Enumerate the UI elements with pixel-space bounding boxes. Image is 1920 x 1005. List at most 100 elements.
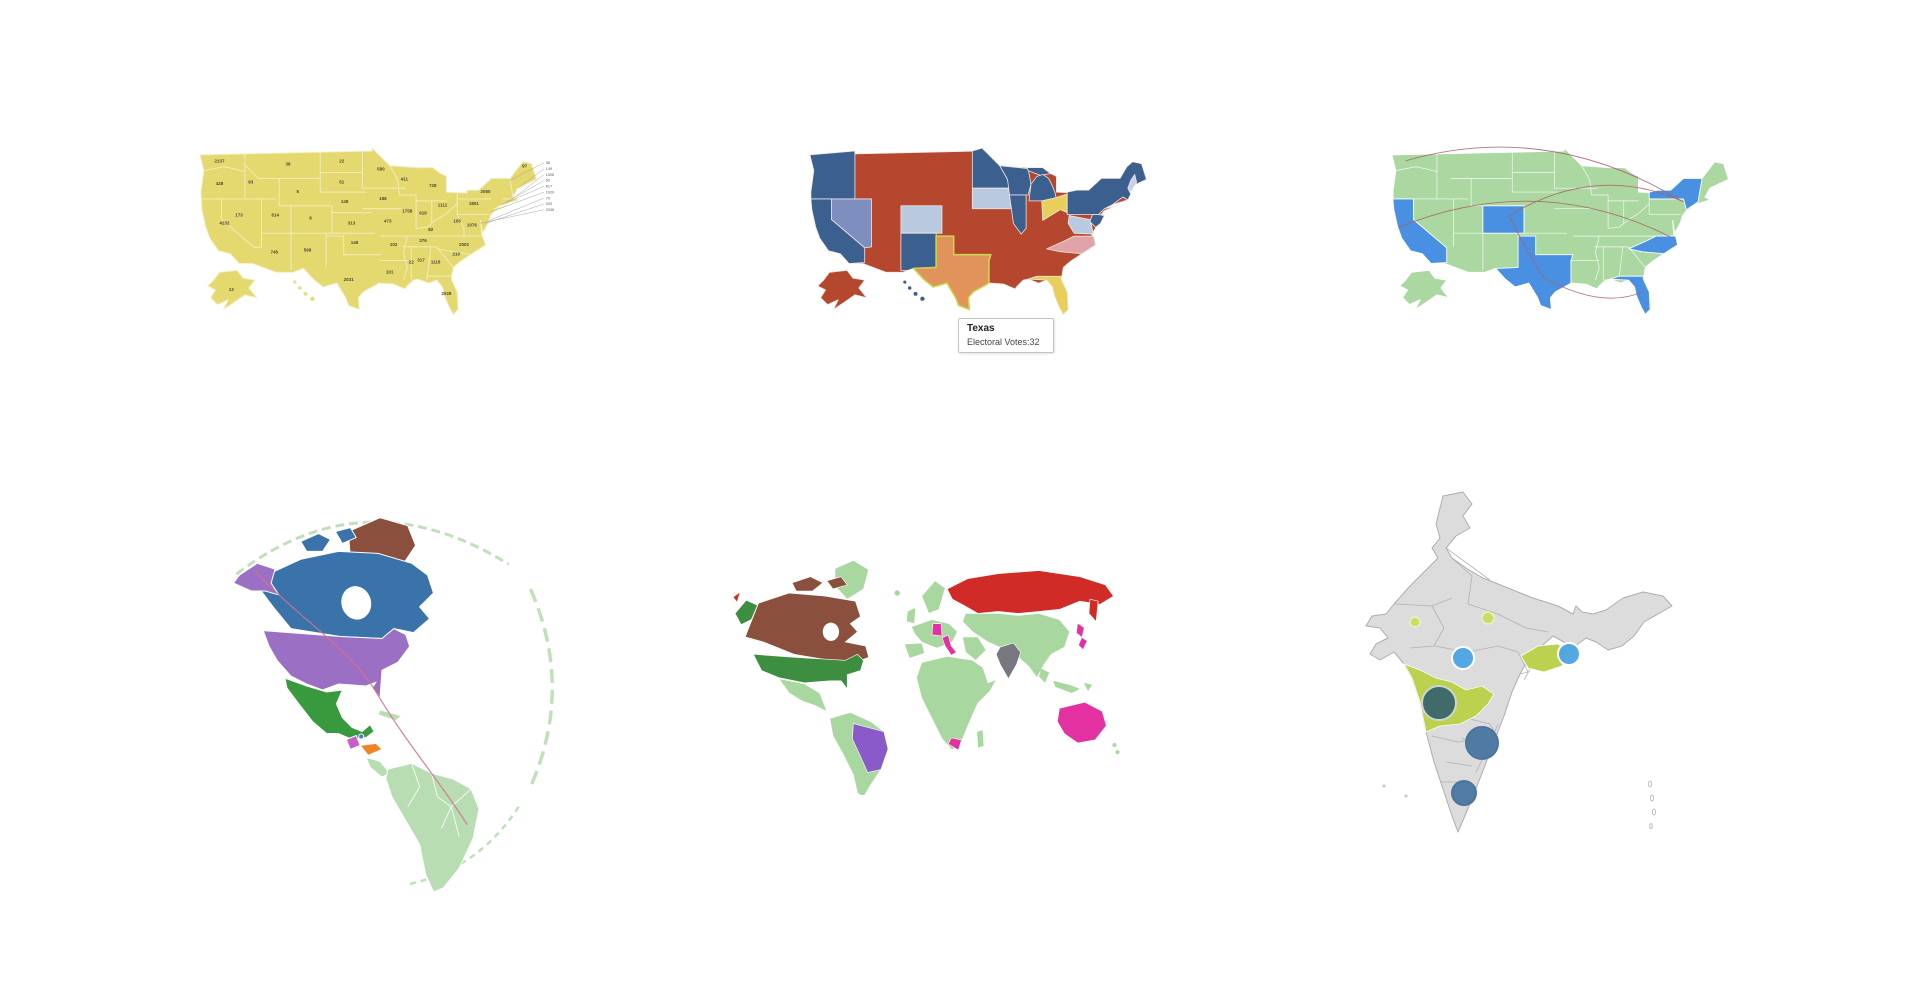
callout-value-label: 2036 bbox=[546, 208, 554, 212]
map-panel-us-election[interactable]: Texas Electoral Votes:32 bbox=[790, 106, 1182, 353]
bubble-marker[interactable] bbox=[1465, 726, 1499, 760]
india-state-borders bbox=[1393, 547, 1549, 783]
state-tx bbox=[1495, 235, 1574, 310]
world-map[interactable] bbox=[733, 540, 1141, 795]
state-nh bbox=[1127, 174, 1138, 193]
state-value-label: 105 bbox=[453, 218, 461, 223]
bubble-marker[interactable] bbox=[1421, 685, 1457, 721]
bubble-marker[interactable] bbox=[1451, 780, 1477, 806]
state-value-label: 728 bbox=[429, 183, 437, 188]
country-belize bbox=[358, 733, 365, 740]
country-japan bbox=[1076, 623, 1087, 650]
country-russia-sliver bbox=[733, 591, 741, 603]
bubble-marker[interactable] bbox=[1409, 616, 1421, 628]
country-usa bbox=[262, 628, 411, 699]
callout-line bbox=[517, 168, 545, 189]
state-value-label: 210 bbox=[452, 252, 460, 257]
state-value-label: 411 bbox=[401, 176, 409, 181]
world-countries[interactable] bbox=[733, 560, 1120, 795]
globe-countries[interactable] bbox=[232, 517, 480, 893]
country-russia bbox=[946, 570, 1114, 614]
callout-line bbox=[514, 174, 545, 198]
country-central-america bbox=[365, 756, 391, 778]
map-panel-us-values[interactable]: 2137 428 4232 173 93 38 5 614 8 748 598 22 51 148 313 1… bbox=[180, 106, 572, 331]
state-value-label: 51 bbox=[339, 179, 345, 184]
globe-route-line bbox=[254, 570, 468, 825]
state-value-label: 148 bbox=[351, 240, 359, 245]
india-bubble-markers[interactable] bbox=[1409, 611, 1581, 806]
state-value-label: 38 bbox=[285, 162, 291, 167]
state-nm bbox=[900, 232, 937, 271]
usa-flights-map[interactable] bbox=[1372, 106, 1764, 331]
state-value-label: 1758 bbox=[402, 209, 413, 214]
country-new-zealand bbox=[1112, 742, 1120, 755]
india-map[interactable] bbox=[1348, 486, 1688, 856]
state-hi bbox=[903, 280, 925, 301]
tooltip-title: Texas bbox=[967, 323, 995, 334]
usa-values-map[interactable]: 2137 428 4232 173 93 38 5 614 8 748 598 22 51 148 313 1… bbox=[180, 106, 572, 331]
state-value-label: 97 bbox=[522, 164, 528, 169]
state-value-label: 5 bbox=[296, 189, 299, 194]
state-nc bbox=[1046, 235, 1096, 255]
country-russia-kamchatka bbox=[1088, 598, 1099, 622]
map-panel-india[interactable] bbox=[1348, 486, 1688, 856]
callout-line bbox=[489, 197, 545, 221]
region-middle-east bbox=[962, 636, 987, 661]
flight-states[interactable] bbox=[1391, 147, 1729, 315]
map-panel-globe[interactable] bbox=[182, 480, 578, 896]
country-south-africa bbox=[947, 737, 962, 751]
bubble-marker[interactable] bbox=[1481, 611, 1495, 625]
country-brazil bbox=[852, 723, 889, 773]
election-states[interactable] bbox=[809, 147, 1147, 315]
country-mexico bbox=[778, 678, 828, 712]
country-madagascar bbox=[976, 729, 985, 749]
state-value-label: 101 bbox=[386, 269, 394, 274]
state-nv bbox=[831, 198, 872, 249]
callout-line bbox=[491, 191, 545, 212]
state-value-label: 313 bbox=[348, 220, 356, 225]
usa-election-map[interactable] bbox=[790, 106, 1182, 331]
region-southeast-asia bbox=[1039, 668, 1093, 693]
globe-map[interactable] bbox=[182, 480, 578, 896]
country-canada bbox=[744, 576, 869, 665]
callout-value-label: 50 bbox=[546, 179, 550, 183]
callout-value-label: 38 bbox=[546, 161, 550, 165]
state-value-label: 2028 bbox=[441, 291, 452, 296]
flight-arc bbox=[1405, 146, 1684, 203]
us-state-borders bbox=[200, 151, 518, 281]
india-islands bbox=[1382, 780, 1656, 829]
country-alaska bbox=[734, 599, 758, 625]
bubble-marker[interactable] bbox=[1451, 646, 1475, 670]
continent-south-america bbox=[385, 762, 480, 893]
region-northeast bbox=[1066, 161, 1147, 215]
state-value-label: 614 bbox=[271, 213, 279, 218]
us-landmass[interactable] bbox=[199, 147, 537, 315]
flight-arc bbox=[1509, 184, 1684, 216]
state-value-label: 102 bbox=[390, 242, 398, 247]
callout-line bbox=[505, 180, 545, 204]
bubble-marker[interactable] bbox=[1557, 642, 1581, 666]
state-value-label: 2002 bbox=[459, 242, 470, 247]
country-alaska bbox=[232, 562, 280, 596]
south-america-borders bbox=[407, 763, 472, 837]
country-australia bbox=[1057, 701, 1107, 744]
state-value-label: 2050 bbox=[481, 189, 492, 194]
state-value-label: 4232 bbox=[219, 220, 230, 225]
state-ca bbox=[1392, 198, 1448, 264]
state-fl bbox=[1609, 275, 1651, 315]
tooltip-value: Electoral Votes:32 bbox=[967, 337, 1040, 347]
state-co bbox=[1482, 205, 1525, 234]
callout-value-label: 920 bbox=[546, 202, 552, 206]
country-india bbox=[995, 642, 1021, 680]
map-panel-us-flights[interactable] bbox=[1372, 106, 1764, 331]
state-value-label: 918 bbox=[419, 211, 427, 216]
state-value-label: 1112 bbox=[438, 203, 448, 208]
state-tx-highlighted bbox=[912, 235, 992, 311]
state-value-label: 2137 bbox=[214, 159, 225, 164]
state-value-label: 317 bbox=[417, 258, 425, 263]
state-il bbox=[1009, 194, 1027, 235]
map-panel-world[interactable] bbox=[733, 540, 1141, 795]
state-value-label: 188 bbox=[379, 196, 387, 201]
callout-value-label: 1029 bbox=[546, 190, 554, 194]
continent-africa bbox=[916, 655, 997, 751]
